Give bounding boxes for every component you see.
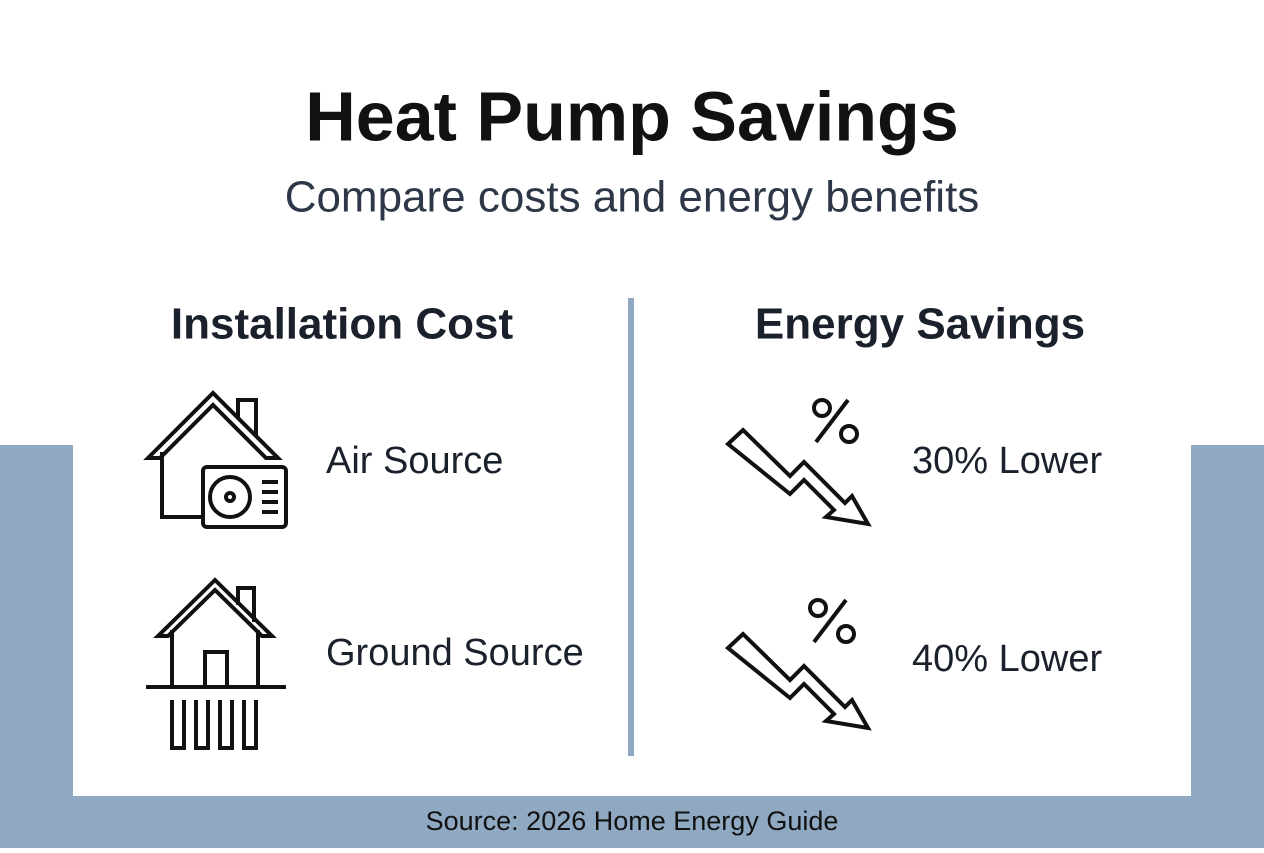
column-title: Energy Savings bbox=[755, 300, 1085, 349]
column-title: Installation Cost bbox=[171, 300, 514, 349]
decline-icon bbox=[724, 598, 872, 731]
item-label: 30% Lower bbox=[912, 440, 1102, 482]
divider bbox=[628, 298, 634, 756]
ground-source-icon bbox=[146, 577, 286, 750]
air-source-icon bbox=[143, 390, 288, 529]
title: Heat Pump Savings bbox=[305, 77, 959, 155]
subtitle: Compare costs and energy benefits bbox=[285, 173, 980, 222]
item-label: Air Source bbox=[326, 440, 503, 482]
source: Source: 2026 Home Energy Guide bbox=[426, 806, 839, 836]
item-label: Ground Source bbox=[326, 632, 584, 674]
item-label: 40% Lower bbox=[912, 638, 1102, 680]
decline-icon bbox=[724, 398, 872, 527]
